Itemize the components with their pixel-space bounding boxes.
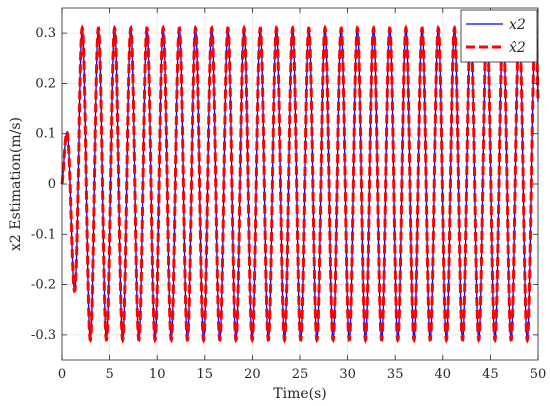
y-axis-label: x2 Estimation(m/s) xyxy=(8,117,24,251)
x-tick-label: 30 xyxy=(339,367,356,382)
series-layer xyxy=(60,24,540,344)
x-axis: 0 5 10 15 20 25 30 35 40 45 50 xyxy=(58,8,546,382)
x-tick-label: 0 xyxy=(58,367,66,382)
x-tick-label: 45 xyxy=(482,367,499,382)
y-tick-label: 0.2 xyxy=(35,76,56,91)
x-tick-label: 5 xyxy=(105,367,113,382)
x-tick-label: 15 xyxy=(197,367,214,382)
legend: x2 x̂2 xyxy=(460,9,538,63)
legend-box xyxy=(460,9,538,63)
x-tick-label: 50 xyxy=(530,367,547,382)
y-tick-label: -0.1 xyxy=(31,227,56,242)
x-axis-label: Time(s) xyxy=(273,386,326,402)
y-axis: -0.3 -0.2 -0.1 0 0.1 0.2 0.3 xyxy=(31,26,538,343)
y-tick-label: -0.2 xyxy=(31,278,56,293)
y-tick-label: 0.3 xyxy=(35,26,56,41)
legend-label-x2: x2 xyxy=(509,17,526,33)
y-tick-label: 0 xyxy=(48,177,56,192)
x-tick-label: 40 xyxy=(435,367,452,382)
x-tick-label: 10 xyxy=(149,367,166,382)
y-tick-label: -0.3 xyxy=(31,328,56,343)
legend-label-x2-hat: x̂2 xyxy=(509,40,526,56)
x-tick-label: 25 xyxy=(292,367,309,382)
series-line-1 xyxy=(60,24,540,344)
x-tick-label: 35 xyxy=(387,367,404,382)
y-tick-label: 0.1 xyxy=(35,127,56,142)
x-tick-label: 20 xyxy=(244,367,261,382)
